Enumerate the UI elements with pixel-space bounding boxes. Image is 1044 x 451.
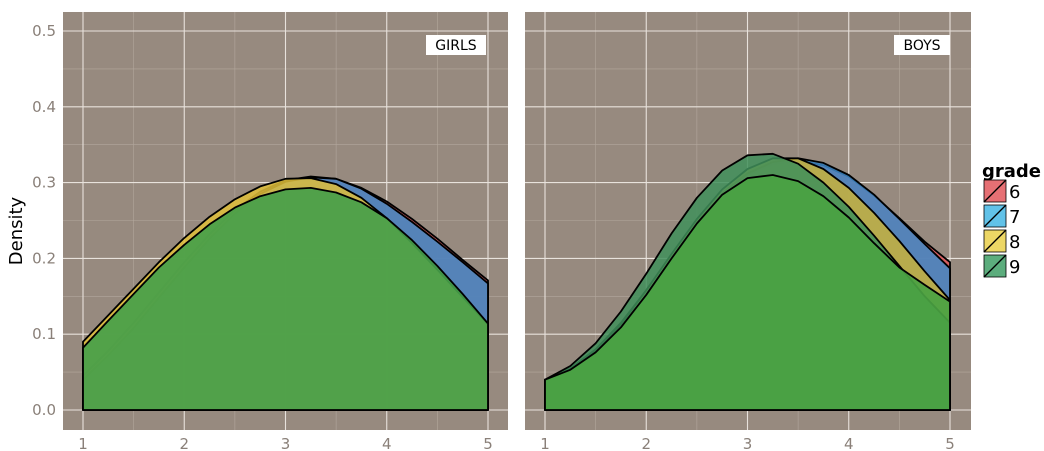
- legend-label: 6: [1009, 182, 1020, 203]
- x-tick-labels-boys: 1 2 3 4 5: [540, 435, 955, 451]
- x-tick-label: 5: [483, 435, 493, 451]
- legend-items: 6 7 8 9: [984, 180, 1020, 278]
- legend-label: 7: [1009, 207, 1020, 228]
- x-tick-labels-girls: 1 2 3 4 5: [78, 435, 493, 451]
- legend-item-8: 8: [984, 230, 1020, 253]
- legend: grade 6 7 8 9: [982, 161, 1041, 278]
- x-tick-label: 3: [281, 435, 291, 451]
- legend-item-9: 9: [984, 255, 1020, 278]
- y-tick-label: 0.4: [32, 98, 56, 116]
- x-tick-label: 2: [641, 435, 651, 451]
- panel-boys: BOYS: [525, 12, 971, 430]
- x-tick-label: 3: [743, 435, 753, 451]
- legend-label: 9: [1009, 257, 1020, 278]
- y-tick-label: 0.3: [32, 174, 56, 192]
- legend-item-6: 6: [984, 180, 1020, 203]
- legend-item-7: 7: [984, 205, 1020, 228]
- legend-label: 8: [1009, 232, 1020, 253]
- x-tick-label: 4: [382, 435, 392, 451]
- x-tick-label: 4: [844, 435, 854, 451]
- x-tick-label: 2: [179, 435, 189, 451]
- y-tick-label: 0.0: [32, 401, 56, 419]
- y-axis-title: Density: [6, 196, 27, 265]
- strip-label: BOYS: [894, 35, 950, 55]
- x-tick-label: 1: [540, 435, 550, 451]
- strip-text: BOYS: [903, 38, 940, 54]
- y-tick-label: 0.2: [32, 249, 56, 267]
- panel-girls: GIRLS: [63, 12, 508, 430]
- legend-title: grade: [982, 161, 1041, 182]
- strip-label: GIRLS: [426, 35, 486, 55]
- y-tick-labels: 0.0 0.1 0.2 0.3 0.4 0.5: [32, 22, 56, 419]
- x-tick-label: 1: [78, 435, 88, 451]
- strip-text: GIRLS: [435, 38, 477, 54]
- x-tick-label: 5: [945, 435, 955, 451]
- y-tick-label: 0.1: [32, 325, 56, 343]
- y-tick-label: 0.5: [32, 22, 56, 40]
